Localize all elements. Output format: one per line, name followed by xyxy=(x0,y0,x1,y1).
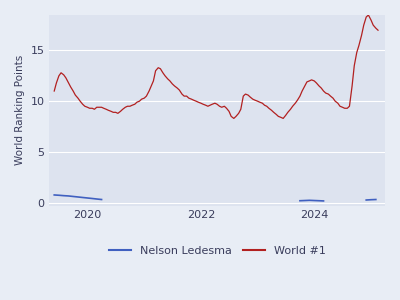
Legend: Nelson Ledesma, World #1: Nelson Ledesma, World #1 xyxy=(104,242,330,260)
Y-axis label: World Ranking Points: World Ranking Points xyxy=(15,55,25,165)
